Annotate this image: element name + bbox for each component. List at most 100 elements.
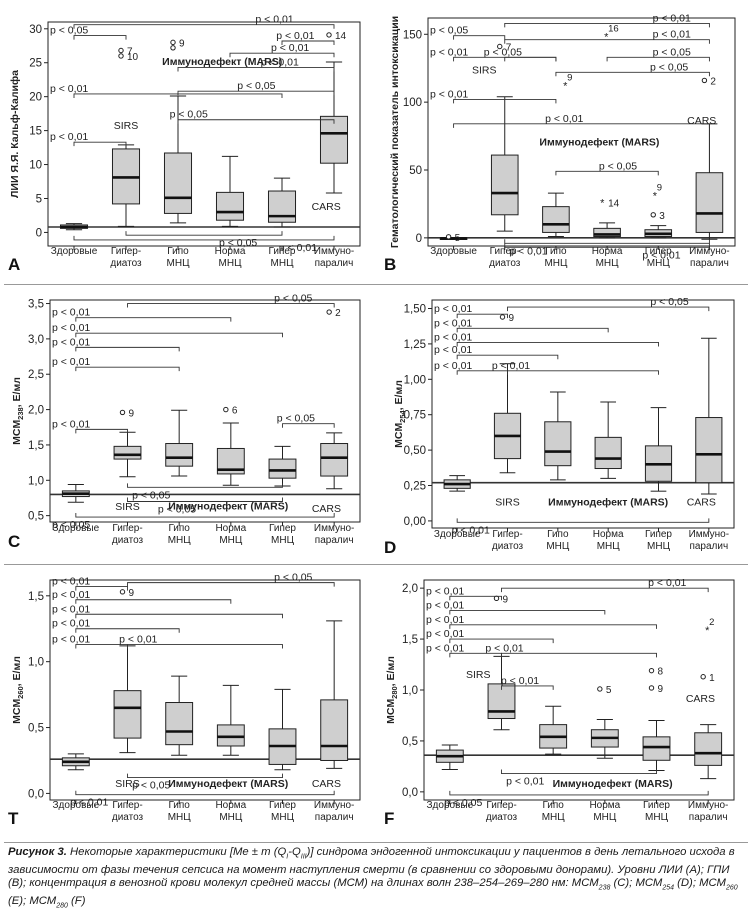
region-label: SIRS bbox=[495, 496, 520, 508]
panel-separator bbox=[4, 564, 748, 565]
significance-label: p < 0,01 bbox=[271, 42, 309, 54]
x-tick-label: Гипо bbox=[542, 800, 564, 811]
y-tick-label: 1,00 bbox=[404, 374, 426, 386]
significance-bracket bbox=[73, 24, 335, 29]
outlier-marker bbox=[445, 234, 452, 240]
significance-label: p < 0,01 bbox=[426, 614, 464, 626]
x-tick-label: Норма bbox=[215, 800, 246, 811]
significance-bracket bbox=[73, 141, 127, 147]
significance-label: p < 0,01 bbox=[430, 46, 468, 58]
x-tick-label: МНЦ bbox=[271, 535, 295, 546]
x-tick-label: МНЦ bbox=[544, 258, 568, 269]
outlier-label: 9 bbox=[509, 313, 515, 324]
x-tick-label: Иммуно- bbox=[689, 246, 729, 257]
caption-lead: Рисунок 3. bbox=[8, 846, 67, 858]
box bbox=[593, 227, 621, 238]
significance-label: p < 0,05 bbox=[430, 25, 468, 37]
significance-label: p < 0,01 bbox=[52, 322, 90, 334]
significance-bracket bbox=[504, 22, 710, 28]
x-tick-label: Гипер bbox=[269, 246, 296, 257]
extreme-marker: * bbox=[705, 625, 710, 637]
y-tick-label: 0,0 bbox=[402, 787, 418, 799]
significance-label: p < 0,01 bbox=[70, 797, 108, 809]
significance-label: p < 0,01 bbox=[434, 331, 472, 343]
significance-bracket bbox=[501, 769, 657, 774]
significance-bracket bbox=[449, 790, 709, 796]
outlier-label: 2 bbox=[710, 76, 716, 87]
box bbox=[642, 736, 671, 761]
significance-label: p < 0,05 bbox=[50, 25, 88, 37]
x-tick-label: МНЦ bbox=[219, 812, 243, 823]
box bbox=[320, 443, 349, 477]
outlier-label: 10 bbox=[127, 52, 139, 63]
panel-letter: T bbox=[8, 809, 19, 828]
region-label: CARS bbox=[312, 201, 341, 213]
panel-t: 0,0 0,5 1,0 1,5 MCM260, Е/мл Здоровые Гипер-ди… bbox=[8, 572, 361, 828]
y-axis-label: MCM260, Е/мл bbox=[11, 656, 25, 724]
region-label: Иммунодефект (MARS) bbox=[539, 137, 659, 149]
x-tick-label: Гипер bbox=[269, 523, 296, 534]
outlier-marker bbox=[499, 314, 506, 320]
outlier-label: 9 bbox=[658, 684, 664, 695]
significance-label: p < 0,01 bbox=[452, 524, 490, 536]
x-tick-label: паралич bbox=[315, 812, 354, 823]
y-tick-label: 0 bbox=[416, 233, 422, 245]
x-tick-label: Гипер- bbox=[112, 800, 142, 811]
significance-label: p < 0,05 bbox=[132, 780, 170, 792]
significance-label: p < 0,01 bbox=[52, 336, 90, 348]
significance-label: p < 0,01 bbox=[426, 585, 464, 597]
significance-bracket bbox=[177, 119, 335, 124]
significance-label: p < 0,05 bbox=[484, 46, 522, 58]
panel-d: 0,00 0,25 0,50 0,75 1,00 1,25 1,50 MCM254, Е/мл… bbox=[384, 296, 735, 557]
x-tick-label: МНЦ bbox=[271, 258, 295, 269]
extreme-label: 16 bbox=[608, 24, 619, 35]
y-axis-label: MCM254, Е/мл bbox=[393, 380, 407, 448]
y-tick-label: 2,5 bbox=[28, 369, 44, 381]
significance-bracket bbox=[229, 52, 335, 58]
outlier-label: 8 bbox=[658, 667, 664, 678]
outlier-label: 14 bbox=[335, 31, 347, 42]
significance-label: p < 0,01 bbox=[648, 577, 686, 589]
outlier-label: 6 bbox=[232, 406, 238, 417]
x-tick-label: Здоровые bbox=[427, 800, 474, 811]
x-tick-label: МНЦ bbox=[167, 258, 191, 269]
significance-label: p < 0,01 bbox=[52, 618, 90, 630]
x-tick-label: диатоз bbox=[112, 535, 144, 546]
significance-bracket bbox=[127, 773, 283, 779]
y-tick-label: 100 bbox=[403, 97, 422, 109]
box bbox=[268, 458, 297, 479]
outlier-label: 1 bbox=[709, 673, 715, 684]
significance-bracket bbox=[504, 243, 710, 248]
significance-bracket bbox=[501, 587, 709, 593]
significance-bracket bbox=[501, 652, 657, 658]
y-tick-label: 1,5 bbox=[402, 634, 418, 646]
y-tick-label: 50 bbox=[409, 165, 422, 177]
outlier-marker bbox=[118, 53, 124, 59]
significance-bracket bbox=[75, 586, 128, 591]
y-tick-label: 0,5 bbox=[28, 723, 44, 735]
significance-label: p < 0,01 bbox=[653, 29, 691, 41]
outlier-marker bbox=[223, 406, 229, 413]
significance-bracket bbox=[75, 613, 283, 619]
extreme-label: 9 bbox=[657, 182, 662, 193]
x-tick-label: диатоз bbox=[486, 812, 518, 823]
significance-bracket bbox=[75, 513, 335, 518]
box bbox=[215, 191, 245, 221]
box bbox=[319, 115, 349, 164]
significance-label: p < 0,05 bbox=[650, 296, 688, 308]
y-tick-label: 0,5 bbox=[402, 736, 418, 748]
x-tick-label: Гипо bbox=[168, 523, 190, 534]
y-tick-label: 1,50 bbox=[404, 303, 426, 315]
region-label: SIRS bbox=[115, 501, 140, 513]
significance-label: p < 0,05 bbox=[650, 61, 688, 73]
significance-bracket bbox=[456, 327, 609, 333]
box bbox=[267, 190, 297, 223]
outlier-label: 5 bbox=[606, 685, 612, 696]
outlier-label: 9 bbox=[129, 408, 135, 419]
significance-label: p < 0,01 bbox=[426, 642, 464, 654]
x-tick-label: МНЦ bbox=[647, 541, 671, 552]
significance-label: p < 0,01 bbox=[279, 242, 317, 254]
x-tick-label: МНЦ bbox=[219, 535, 243, 546]
outlier-label: 9 bbox=[129, 588, 135, 599]
